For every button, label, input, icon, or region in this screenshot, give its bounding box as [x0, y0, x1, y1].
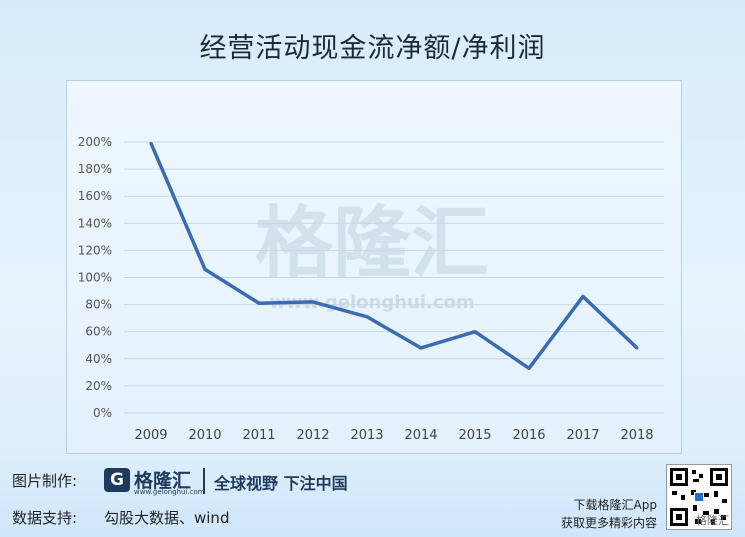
qr-watermark: 格隆汇: [696, 514, 729, 527]
x-tick-label: 2011: [242, 428, 275, 443]
series: [149, 141, 639, 371]
y-tick-label: 0%: [93, 406, 112, 420]
data-point: [419, 346, 423, 350]
chart-title: 经营活动现金流净额/净利润: [199, 33, 546, 64]
data-point: [527, 366, 531, 370]
brand-logo: G 格隆汇 www.gelonghui.com: [104, 466, 205, 496]
y-tick-label: 200%: [78, 135, 112, 149]
x-tick-labels: 2009 2010 2011 2012 2013 2014 2015 2016 2017 2018: [134, 428, 653, 443]
y-tick-label: 140%: [78, 216, 112, 230]
watermark: 格隆汇 www.gelonghui.com: [255, 199, 489, 313]
y-tick-label: 80%: [85, 298, 112, 312]
data-point: [473, 330, 477, 334]
grid: [124, 141, 664, 414]
y-tick-label: 120%: [78, 243, 112, 257]
slogan: 全球视野 下注中国: [214, 474, 348, 493]
data-point: [635, 346, 639, 350]
y-tick-label: 160%: [78, 189, 112, 203]
brand-g-icon: G: [104, 468, 130, 492]
x-tick-label: 2016: [512, 428, 545, 443]
y-tick-label: 60%: [85, 325, 112, 339]
x-tick-label: 2010: [188, 428, 221, 443]
x-tick-label: 2018: [620, 428, 653, 443]
x-tick-label: 2017: [566, 428, 599, 443]
y-tick-label: 40%: [85, 352, 112, 366]
data-point: [365, 315, 369, 319]
series-line: [149, 142, 639, 371]
app-download-text: 下载格隆汇App: [573, 498, 657, 512]
y-tick-label: 100%: [78, 271, 112, 285]
data-point: [203, 267, 207, 271]
y-tick-label: 180%: [78, 162, 112, 176]
x-tick-label: 2009: [134, 428, 167, 443]
brand-url: www.gelonghui.com: [134, 488, 205, 496]
brand-name: 格隆汇: [134, 470, 192, 492]
y-tick-label: 20%: [85, 379, 112, 393]
divider: [203, 468, 205, 494]
source-label: 数据支持:: [12, 509, 78, 527]
qr-code[interactable]: [666, 464, 732, 530]
data-point: [257, 301, 261, 305]
watermark-url: www.gelonghui.com: [269, 292, 474, 313]
x-tick-label: 2012: [296, 428, 329, 443]
data-point: [149, 141, 153, 145]
data-point: [311, 300, 315, 304]
x-tick-label: 2013: [350, 428, 383, 443]
y-tick-labels: 0% 20% 40% 60% 80% 100% 120% 140% 160% 180% 200%: [78, 135, 112, 420]
source-value: 勾股大数据、wind: [104, 509, 230, 527]
x-tick-label: 2014: [404, 428, 437, 443]
data-point: [581, 294, 585, 298]
x-tick-label: 2015: [458, 428, 491, 443]
made-by-label: 图片制作:: [12, 472, 78, 490]
app-promo-text: 获取更多精彩内容: [560, 516, 657, 530]
watermark-text: 格隆汇: [255, 199, 489, 289]
